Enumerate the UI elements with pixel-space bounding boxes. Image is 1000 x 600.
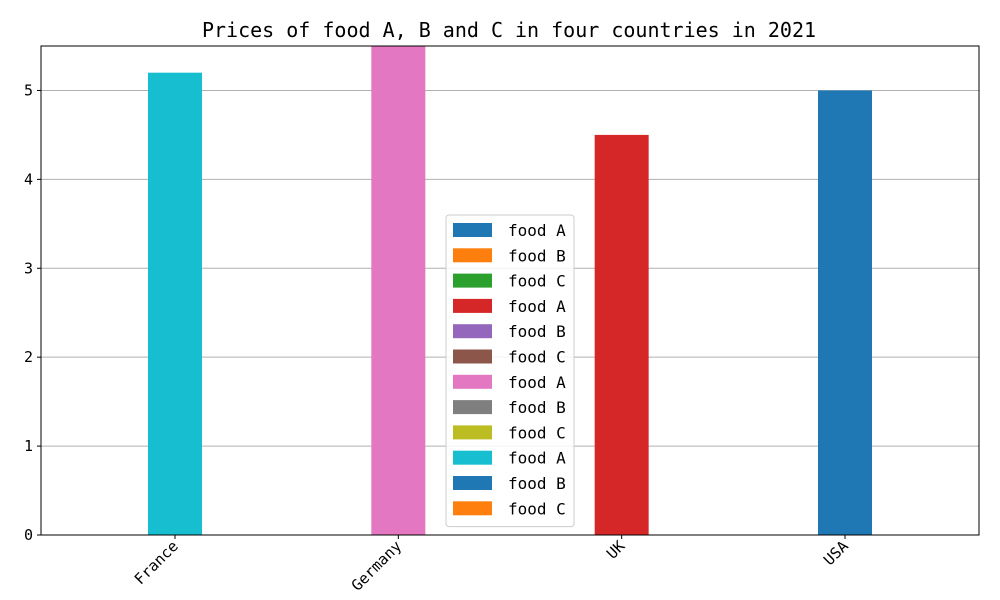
legend-label: food C [508, 272, 566, 291]
legend-swatch [453, 374, 492, 389]
y-tick-label: 1 [24, 437, 33, 455]
legend-box [445, 214, 575, 528]
legend-swatch [453, 324, 492, 339]
x-tick-label: Germany [348, 537, 405, 594]
legend-label: food B [508, 474, 566, 493]
legend-swatch [453, 476, 492, 490]
legend-swatch [453, 450, 492, 465]
bar-germany [371, 46, 426, 535]
legend-label: food B [508, 398, 566, 417]
x-tick-label: France [131, 537, 182, 588]
legend-swatch [453, 400, 492, 415]
legend-label: food A [508, 373, 566, 392]
y-tick-label: 0 [24, 526, 33, 544]
legend-swatch [453, 425, 492, 440]
bar-usa [818, 90, 872, 536]
legend-swatch [453, 349, 492, 364]
legend-label: food A [508, 449, 566, 468]
legend: food A food B food C food A food B food C food… [445, 214, 575, 528]
legend-label: food A [508, 297, 566, 316]
x-tick-label: USA [820, 537, 852, 569]
bar-uk [594, 134, 649, 535]
bars [148, 46, 872, 536]
y-tick-label: 5 [24, 81, 33, 99]
legend-label: food C [508, 348, 566, 367]
legend-swatch [453, 223, 492, 237]
legend-swatch [453, 273, 492, 288]
y-tick-label: 3 [24, 259, 33, 277]
legend-label: food B [508, 246, 566, 265]
y-axis: 0 1 2 3 4 5 [24, 81, 41, 544]
chart-title: Prices of food A, B and C in four countr… [202, 18, 816, 42]
legend-label: food A [508, 221, 566, 240]
y-tick-label: 4 [24, 170, 33, 188]
legend-swatch [453, 298, 492, 313]
legend-label: food B [508, 322, 566, 341]
legend-label: food C [508, 499, 566, 518]
legend-label: food C [508, 423, 566, 442]
plot-frame [40, 45, 980, 536]
x-axis: France Germany UK USA [131, 535, 852, 595]
x-tick-label: UK [603, 537, 629, 563]
y-tick-label: 2 [24, 348, 33, 366]
legend-swatch [453, 501, 492, 516]
legend-swatch [453, 248, 492, 263]
bar-france [148, 72, 202, 535]
